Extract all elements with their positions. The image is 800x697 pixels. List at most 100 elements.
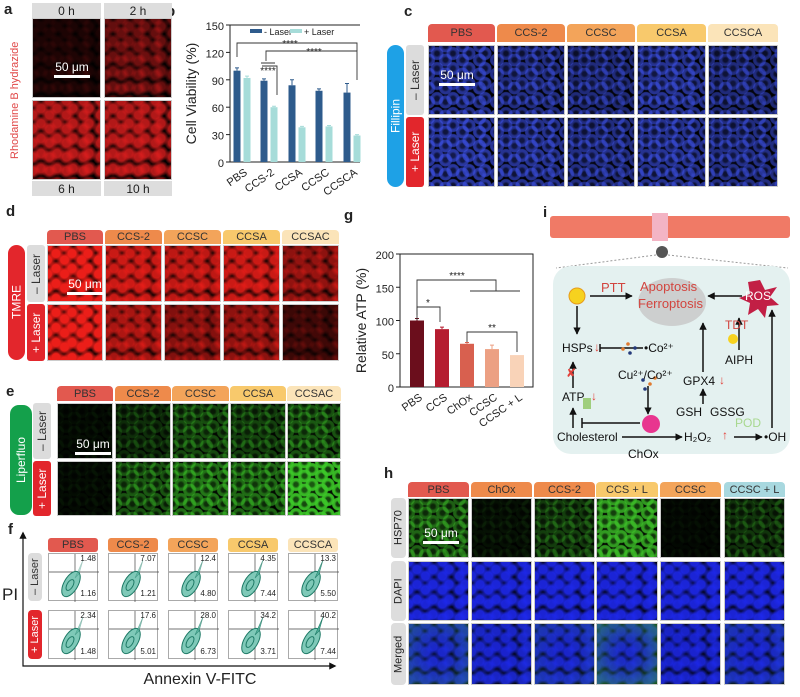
column-header-f: CCSCA xyxy=(288,538,338,552)
legend-swatch xyxy=(250,29,262,33)
column-header-d: CCSC xyxy=(164,230,221,244)
axis-label-annexin: Annexin V-FITC xyxy=(143,671,257,688)
row-label-e: + Laser xyxy=(33,461,51,516)
image-e xyxy=(230,461,286,516)
flow-plot xyxy=(288,553,339,602)
inhibit-chox-atp xyxy=(581,418,640,428)
column-header-f: CCSA xyxy=(228,538,278,552)
column-header-c: PBS xyxy=(428,24,495,42)
error-bar xyxy=(490,344,494,350)
column-header-d: CCSA xyxy=(223,230,280,244)
ion-dot xyxy=(643,387,647,391)
image-h-dapi xyxy=(724,561,785,621)
scale-bar-e: 50 μm xyxy=(68,437,118,457)
label-tdt: TDT xyxy=(725,318,749,332)
image-h-dapi xyxy=(534,561,595,621)
quadrant-value-lower: 6.73 xyxy=(200,647,216,656)
label-apoptosis: Apoptosis xyxy=(640,279,698,294)
y-tick-label: 90 xyxy=(212,76,224,88)
flow-contour xyxy=(229,554,279,602)
label-h2o2: H₂O₂ xyxy=(684,430,712,444)
column-header-e: CCS-2 xyxy=(115,386,171,401)
image-h-hsp70 xyxy=(534,498,595,558)
image-c xyxy=(428,117,495,187)
x-tick-label: CCSC xyxy=(299,167,331,195)
column-header-f: CCSC xyxy=(168,538,218,552)
quadrant-value-upper: 12.4 xyxy=(200,554,216,563)
scale-bar-d: 50 μm xyxy=(60,277,110,297)
image-c xyxy=(428,45,495,115)
flow-contour xyxy=(49,611,99,660)
quadrant-value-lower: 1.16 xyxy=(80,589,96,598)
row-label-d: + Laser xyxy=(27,304,45,361)
stain-label-d: TMRE xyxy=(8,245,25,360)
error-bar xyxy=(272,105,276,108)
y-tick-label: 150 xyxy=(206,21,224,33)
quadrant-value-lower: 1.48 xyxy=(80,647,96,656)
quadrant-value-upper: 2.34 xyxy=(80,611,96,620)
flow-contour xyxy=(169,554,219,602)
bar-plus-laser xyxy=(353,135,361,162)
stain-label-e: Liperfluo xyxy=(10,405,32,515)
quadrant-value-upper: 1.48 xyxy=(80,554,96,563)
y-tick-label: 60 xyxy=(212,103,224,115)
significance-label: **** xyxy=(306,47,322,58)
image-c xyxy=(497,117,565,187)
image-d xyxy=(282,304,339,361)
bar-ccs xyxy=(435,329,449,387)
image-c xyxy=(637,45,706,115)
gpx4-down-arrow: ↓ xyxy=(719,373,725,387)
bar-pbs xyxy=(410,320,424,387)
significance-label: ** xyxy=(488,323,496,334)
legend-label: + Laser xyxy=(304,27,334,37)
flow-plot xyxy=(48,553,99,602)
column-header-c: CCSCA xyxy=(708,24,778,42)
image-h-hsp70 xyxy=(724,498,785,558)
error-bar xyxy=(327,124,331,127)
y-tick-label: 120 xyxy=(206,48,224,60)
bar-minus-laser xyxy=(260,80,268,162)
image-h-merged xyxy=(660,623,721,685)
image-e xyxy=(115,403,171,459)
image-a-6h xyxy=(32,100,101,180)
significance-label: * xyxy=(426,298,430,309)
image-h-merged xyxy=(596,623,658,685)
y-tick-label: 0 xyxy=(218,158,224,170)
label-cholesterol: Cholesterol xyxy=(557,430,618,444)
panel-label-a: a xyxy=(4,1,13,18)
image-e xyxy=(115,461,171,516)
flow-plot xyxy=(108,610,159,660)
row-label-h: HSP70 xyxy=(391,498,406,558)
panel-label-i: i xyxy=(543,204,548,221)
legend-label: - Laser xyxy=(264,27,292,37)
flow-contour xyxy=(229,611,279,660)
column-header-h: PBS xyxy=(408,482,469,497)
column-header-h: CCS + L xyxy=(596,482,658,497)
quadrant-value-lower: 4.80 xyxy=(200,589,216,598)
image-h-dapi xyxy=(408,561,469,621)
row-label-f: + Laser xyxy=(28,610,42,659)
y-axis-label: Cell Viability (%) xyxy=(183,43,199,145)
error-bar xyxy=(262,78,266,81)
bar-minus-laser xyxy=(288,85,296,162)
column-header-h: ChOx xyxy=(471,482,532,497)
bar-minus-laser xyxy=(343,92,351,162)
h2o2-up-arrow: ↑ xyxy=(722,428,728,442)
panel-label-c: c xyxy=(404,3,413,20)
image-c xyxy=(567,45,635,115)
label-pod: POD xyxy=(735,416,762,430)
flow-contour xyxy=(169,611,219,660)
significance-bracket xyxy=(466,331,518,352)
column-header-d: CCSAC xyxy=(282,230,339,244)
label-ros: ROS xyxy=(745,289,772,303)
x-tick-label: CCSC xyxy=(467,392,499,420)
stain-label-rhodamine: Rhodamine B hydrazide xyxy=(9,41,21,159)
column-header-c: CCSC xyxy=(567,24,635,42)
row-label-c: + Laser xyxy=(406,117,424,187)
image-d xyxy=(105,245,162,302)
significance-bracket xyxy=(265,50,358,80)
hsps-down-arrow: ↓ xyxy=(594,340,600,354)
quadrant-value-upper: 13.3 xyxy=(320,554,336,563)
row-label-c: – Laser xyxy=(406,45,424,115)
image-c xyxy=(497,45,565,115)
